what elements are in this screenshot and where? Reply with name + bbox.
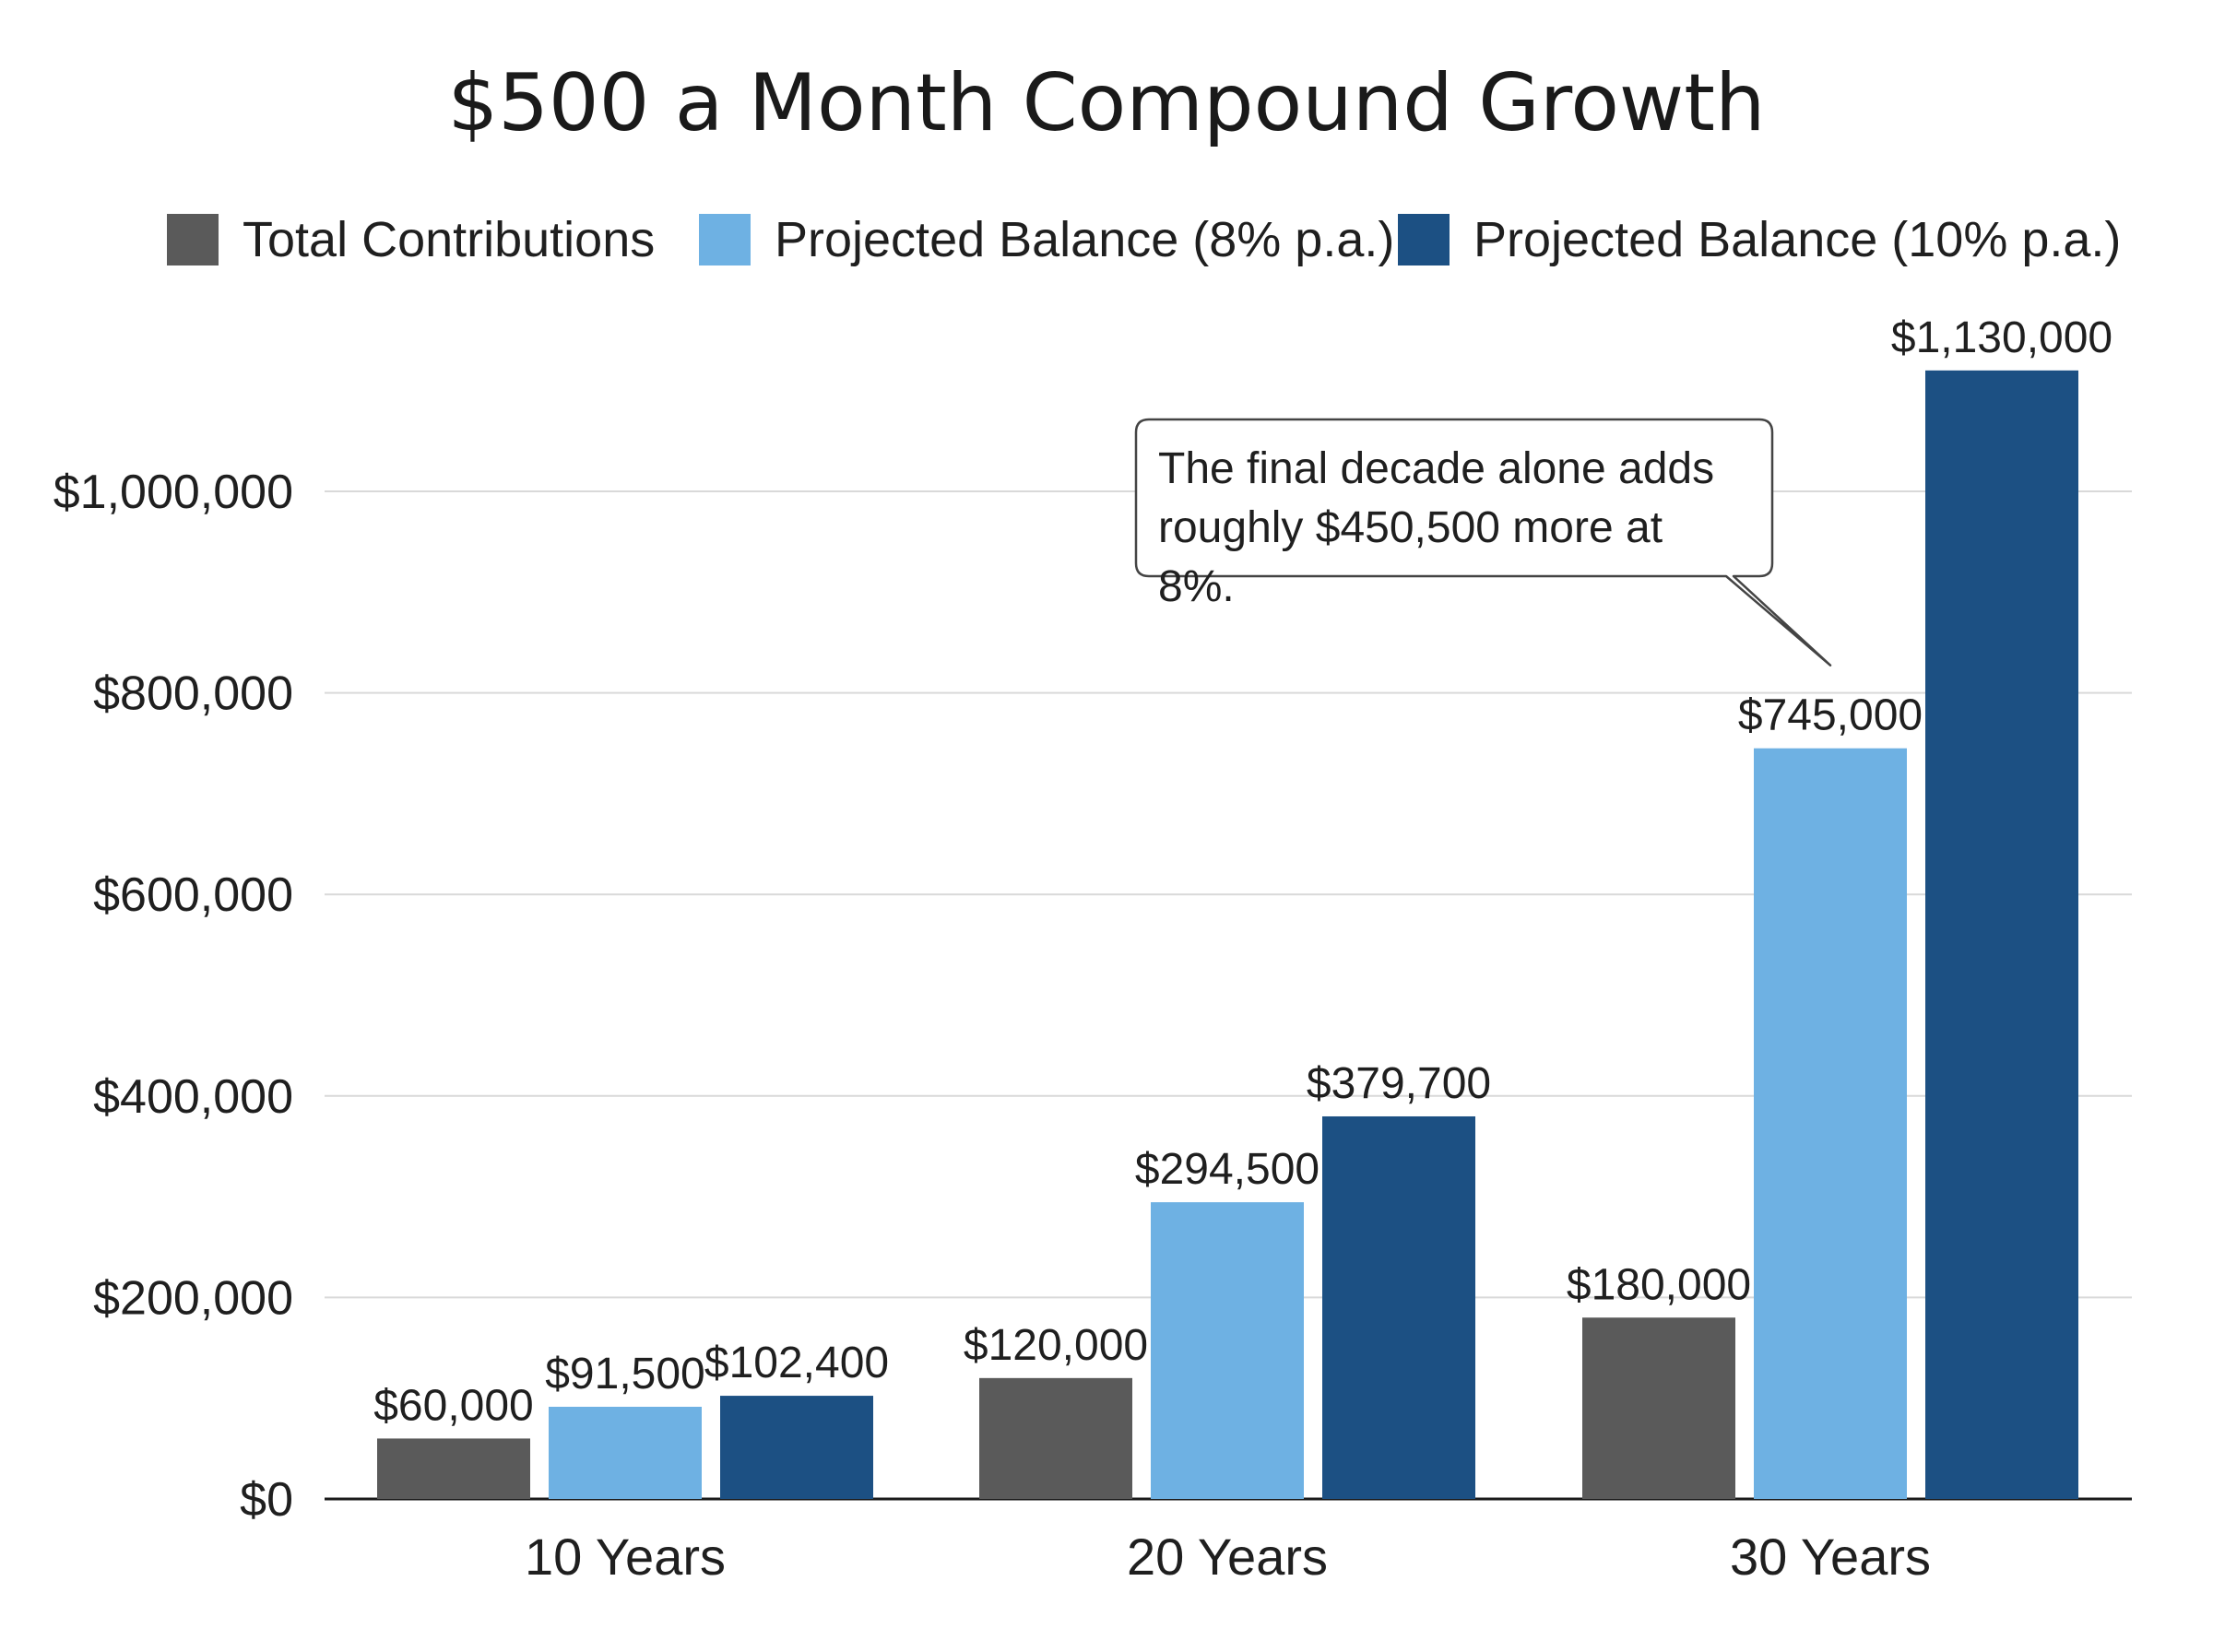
data-label: $102,400 bbox=[704, 1339, 889, 1387]
y-tick-label: $200,000 bbox=[93, 1271, 293, 1325]
y-tick-label: $0 bbox=[240, 1473, 293, 1527]
data-label: $379,700 bbox=[1307, 1059, 1491, 1108]
bar bbox=[1925, 370, 2078, 1500]
annotation-line-1: The final decade alone adds bbox=[1158, 444, 1715, 493]
data-label: $294,500 bbox=[1135, 1145, 1320, 1194]
data-label: $91,500 bbox=[545, 1350, 705, 1398]
bar bbox=[1322, 1115, 1475, 1499]
legend: Total Contributions Projected Balance (8… bbox=[0, 207, 2213, 272]
y-tick-label: $400,000 bbox=[93, 1070, 293, 1124]
y-tick-label: $800,000 bbox=[93, 667, 293, 721]
legend-item-projected-10: Projected Balance (10% p.a.) bbox=[1398, 207, 2121, 272]
data-label: $1,130,000 bbox=[1891, 313, 2112, 362]
legend-swatch-total-contributions bbox=[167, 214, 219, 266]
legend-swatch-projected-10 bbox=[1398, 214, 1450, 266]
legend-item-projected-8: Projected Balance (8% p.a.) bbox=[699, 207, 1394, 272]
bar bbox=[720, 1396, 873, 1499]
data-label: $60,000 bbox=[373, 1381, 534, 1430]
bar bbox=[979, 1377, 1132, 1499]
bar bbox=[1754, 748, 1907, 1499]
y-tick-label: $600,000 bbox=[93, 868, 293, 922]
bar bbox=[1582, 1317, 1735, 1499]
x-tick-label: 10 Years bbox=[525, 1528, 726, 1586]
x-tick-label: 20 Years bbox=[1127, 1528, 1328, 1586]
annotation-callout-bubble bbox=[1134, 418, 1832, 667]
data-label: $180,000 bbox=[1567, 1260, 1751, 1309]
bar bbox=[549, 1406, 702, 1499]
chart-title: $500 a Month Compound Growth bbox=[447, 57, 1766, 149]
data-label: $745,000 bbox=[1738, 691, 1923, 740]
bar bbox=[377, 1438, 530, 1499]
legend-label-projected-10: Projected Balance (10% p.a.) bbox=[1473, 212, 2122, 267]
x-tick-label: 30 Years bbox=[1730, 1528, 1931, 1586]
legend-label-projected-8: Projected Balance (8% p.a.) bbox=[775, 212, 1395, 267]
y-tick-label: $1,000,000 bbox=[53, 466, 293, 519]
bar bbox=[1151, 1202, 1304, 1499]
legend-label-total-contributions: Total Contributions bbox=[243, 212, 656, 267]
data-label: $120,000 bbox=[964, 1321, 1148, 1370]
annotation-line-2: roughly $450,500 more at 8%. bbox=[1158, 503, 1663, 611]
annotation-callout-text: The final decade alone adds roughly $450… bbox=[1136, 419, 1772, 611]
legend-item-total-contributions: Total Contributions bbox=[167, 207, 655, 272]
legend-swatch-projected-8 bbox=[699, 214, 751, 266]
